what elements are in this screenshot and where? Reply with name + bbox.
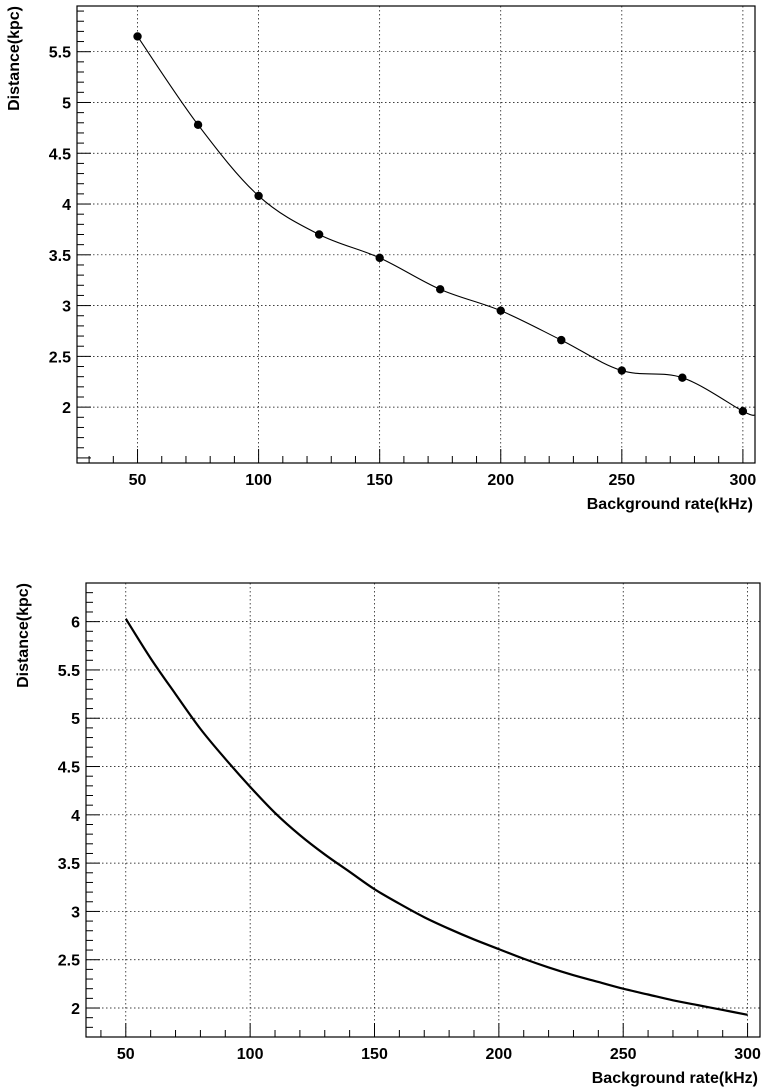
data-point	[738, 407, 748, 416]
y-tick-label: 5.5	[58, 663, 80, 680]
x-tick-label: 250	[610, 1046, 637, 1063]
data-point	[193, 120, 203, 130]
data-point	[496, 306, 505, 315]
y-tick-label: 4.5	[49, 146, 71, 163]
x-axis-title: Background rate(kHz)	[587, 496, 753, 513]
chart-panel-1: 50 100 150 200 250 300 2 2.5 3 3.5 4 4.5 5 5.5 Backgro…	[6, 5, 757, 513]
data-point	[254, 191, 263, 201]
data-point	[678, 373, 687, 382]
y-tick-label: 2	[71, 1001, 80, 1018]
x-axis-title: Background rate(kHz)	[592, 1070, 758, 1087]
data-point	[314, 230, 324, 239]
data-point	[436, 285, 445, 294]
x-tick-label: 200	[487, 472, 514, 489]
y-tick-label: 3	[71, 904, 80, 921]
y-tick-label: 6	[71, 615, 80, 632]
y-tick-label: 4	[71, 808, 80, 825]
y-tick-label: 4.5	[58, 760, 80, 777]
plot-frame	[85, 582, 761, 1038]
y-tick-label: 5.5	[49, 45, 71, 62]
y-tick-label: 2.5	[49, 349, 71, 366]
y-tick-label: 3	[62, 299, 71, 316]
y-tick-label: 5	[62, 95, 71, 112]
x-tick-label: 100	[245, 472, 272, 489]
series-line	[124, 618, 748, 1016]
y-tick-label: 3.5	[49, 248, 71, 265]
data-point	[557, 335, 566, 345]
y-tick-label: 5	[71, 711, 80, 728]
chart-panel-2: 50 100 150 200 250 300 2 2.5 3 3.5 4 4.5 5 5.5 6 Backgr…	[15, 582, 761, 1087]
y-tick-label: 4	[62, 197, 71, 214]
y-axis-title: Distance(kpc)	[15, 583, 32, 688]
x-tick-label: 300	[734, 1046, 761, 1063]
y-tick-label: 2.5	[58, 953, 80, 970]
x-tick-label: 250	[608, 472, 635, 489]
data-point	[133, 32, 142, 41]
y-axis-title: Distance(kpc)	[6, 6, 23, 111]
y-tick-label: 2	[62, 400, 71, 417]
x-tick-label: 100	[237, 1046, 264, 1063]
data-point	[375, 253, 384, 263]
data-point	[617, 366, 627, 375]
x-tick-label: 150	[366, 472, 393, 489]
y-tick-label: 3.5	[58, 856, 80, 873]
x-tick-label: 150	[361, 1046, 388, 1063]
x-tick-label: 50	[129, 472, 147, 489]
x-tick-label: 50	[117, 1046, 135, 1063]
x-tick-label: 300	[730, 472, 757, 489]
x-tick-label: 200	[486, 1046, 513, 1063]
